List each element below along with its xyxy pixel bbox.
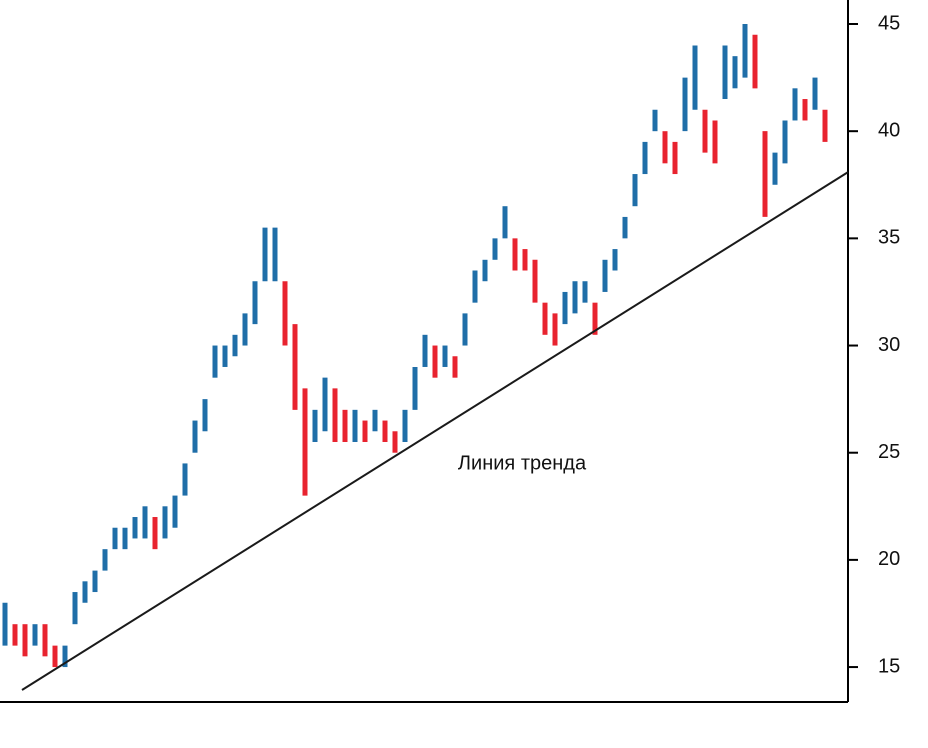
y-tick-label: 20 — [878, 548, 900, 570]
y-tick-label: 40 — [878, 119, 900, 141]
y-tick-label: 15 — [878, 655, 900, 677]
y-tick-label: 30 — [878, 334, 900, 356]
y-tick-label: 25 — [878, 441, 900, 463]
trend-line — [21, 171, 849, 691]
y-tick-label: 45 — [878, 12, 900, 34]
annotation: Линия тренда — [458, 452, 587, 474]
y-tick-label: 35 — [878, 227, 900, 249]
